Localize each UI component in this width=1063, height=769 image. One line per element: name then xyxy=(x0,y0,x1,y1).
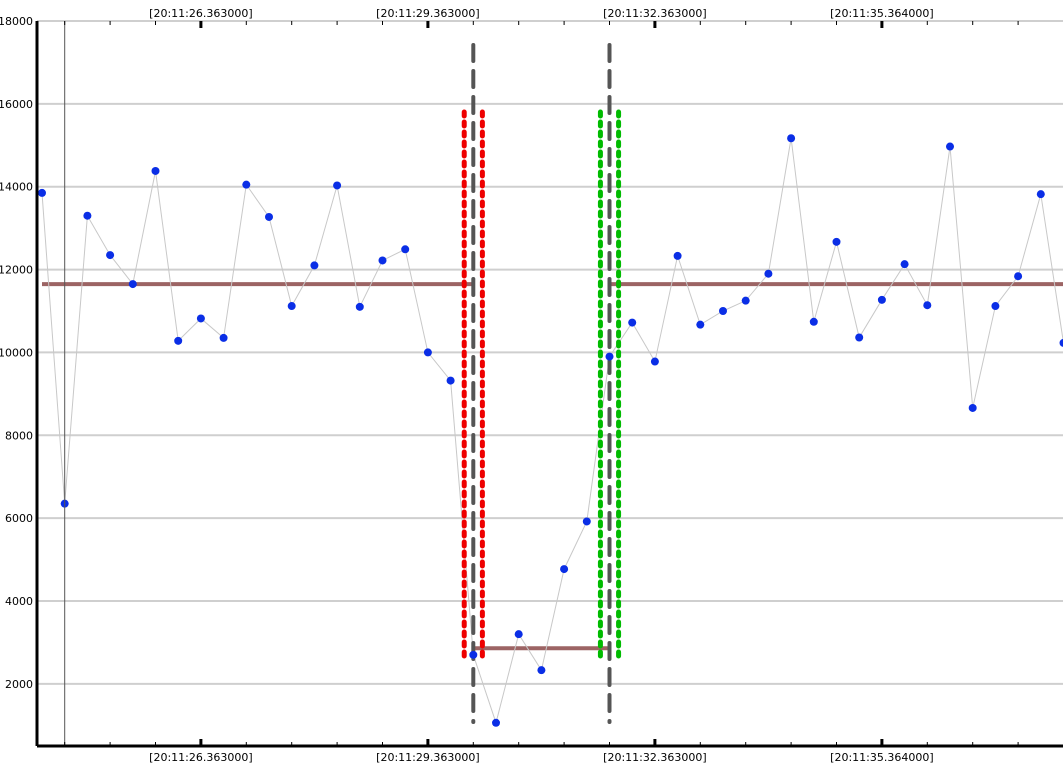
data-point xyxy=(787,134,796,143)
data-point xyxy=(333,181,342,190)
data-point xyxy=(673,251,682,260)
x-time-label-top: [20:11:32.363000] xyxy=(603,7,706,20)
y-tick-label: 10000 xyxy=(0,346,33,359)
data-point xyxy=(991,302,1000,311)
data-point xyxy=(1014,272,1023,281)
y-tick-label: 8000 xyxy=(5,429,33,442)
data-point xyxy=(106,251,115,260)
x-time-label-top: [20:11:26.363000] xyxy=(149,7,252,20)
data-point xyxy=(650,357,659,366)
data-point xyxy=(900,260,909,269)
data-point xyxy=(310,261,319,270)
data-point xyxy=(174,336,183,345)
axes xyxy=(35,21,1063,748)
data-point xyxy=(242,180,251,189)
data-point xyxy=(628,318,637,327)
y-tick-label: 6000 xyxy=(5,512,33,525)
data-point xyxy=(764,269,773,278)
data-point xyxy=(877,295,886,304)
x-time-label-top: [20:11:29.363000] xyxy=(376,7,479,20)
data-point xyxy=(287,302,296,311)
series-line xyxy=(41,138,1063,725)
data-point xyxy=(1036,190,1045,199)
data-point xyxy=(605,352,614,361)
data-point xyxy=(1059,338,1063,347)
data-point xyxy=(128,280,137,289)
y-tick-label: 2000 xyxy=(5,678,33,691)
data-point xyxy=(582,517,591,526)
x-time-label-bottom: [20:11:32.363000] xyxy=(603,751,706,764)
data-point xyxy=(401,245,410,254)
data-point xyxy=(355,302,364,311)
x-time-label-top: [20:11:35.364000] xyxy=(830,7,933,20)
data-point xyxy=(560,565,569,574)
y-tick-label: 18000 xyxy=(0,15,33,28)
data-point xyxy=(219,333,228,342)
segment-lines xyxy=(42,282,1063,651)
data-point xyxy=(514,630,523,639)
data-point xyxy=(832,237,841,246)
y-tick-label: 12000 xyxy=(0,264,33,277)
data-point xyxy=(741,296,750,305)
data-point xyxy=(696,320,705,329)
data-point xyxy=(196,314,205,323)
series-line xyxy=(41,138,1063,725)
grid-lines xyxy=(37,20,1063,685)
change-points xyxy=(461,43,622,724)
data-point xyxy=(923,301,932,310)
data-point xyxy=(446,376,455,385)
data-point xyxy=(809,317,818,326)
data-point xyxy=(469,650,478,659)
data-point xyxy=(151,166,160,175)
x-time-label-bottom: [20:11:29.363000] xyxy=(376,751,479,764)
tick-labels: 2000 4000 6000 8000 10000 12000 14000 16000 1800… xyxy=(0,7,934,764)
data-points xyxy=(38,134,1063,727)
data-point xyxy=(83,211,92,220)
data-point xyxy=(492,718,500,727)
x-time-label-bottom: [20:11:35.364000] xyxy=(830,751,933,764)
data-point xyxy=(378,256,387,265)
data-point xyxy=(946,142,954,151)
data-point xyxy=(719,307,727,315)
data-point xyxy=(855,333,864,342)
data-point xyxy=(265,212,273,221)
y-tick-label: 16000 xyxy=(0,98,33,111)
data-point xyxy=(537,666,546,675)
x-time-label-bottom: [20:11:26.363000] xyxy=(149,751,252,764)
y-tick-label: 4000 xyxy=(5,595,33,608)
data-point xyxy=(38,188,46,197)
data-point xyxy=(968,403,977,412)
data-point xyxy=(423,348,432,357)
y-tick-label: 14000 xyxy=(0,181,33,194)
